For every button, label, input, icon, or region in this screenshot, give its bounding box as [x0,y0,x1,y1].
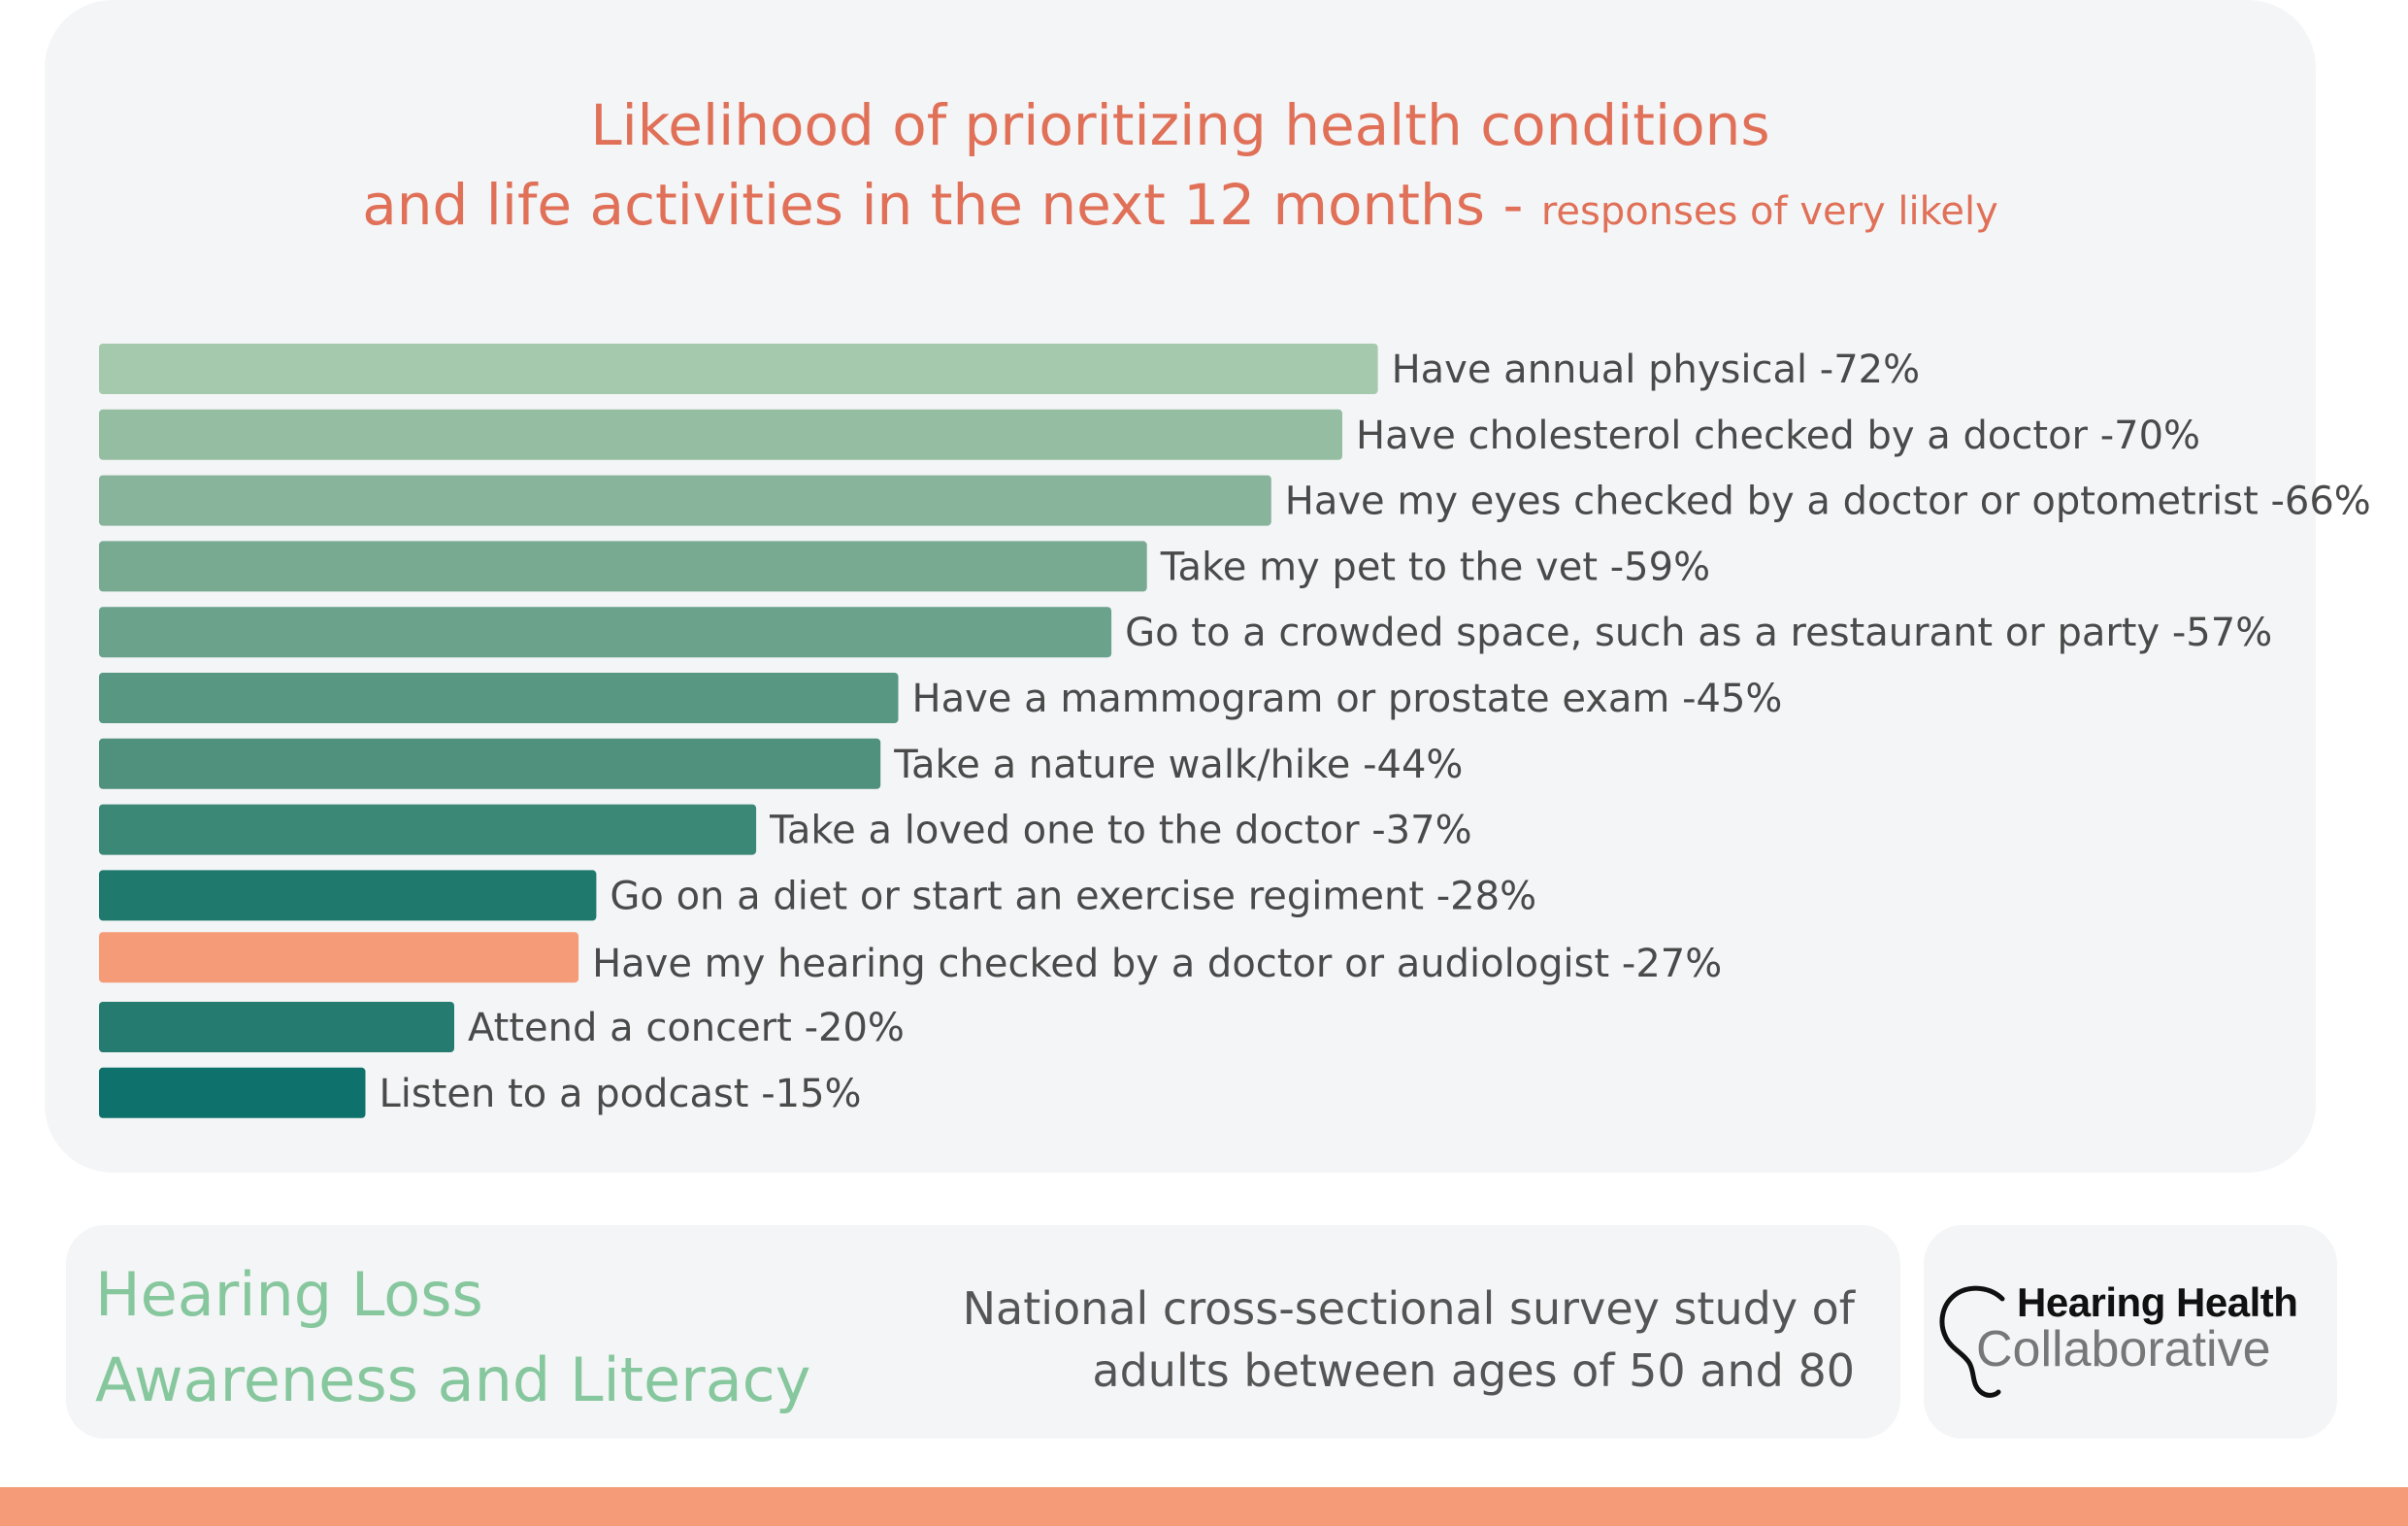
bar-label: Have annual physical -72% [1392,348,1921,392]
bar-label: Take a loved one to the doctor -37% [769,809,1471,853]
ear-logo-icon [1939,1285,2005,1398]
bottom-accent-band [0,1487,2408,1526]
topic-title: Hearing Loss Awareness and Literacy [95,1252,810,1423]
bar-label: Take a nature walk/hike -44% [893,743,1463,787]
bar [99,1067,366,1118]
bar [99,409,1342,460]
bar [99,607,1112,658]
chart-title: Likelihood of prioritizing health condit… [45,85,2316,251]
footer-info-card [66,1225,1900,1439]
logo-text-line1: Hearing Health [2017,1279,2298,1325]
chart-title-line1: Likelihood of prioritizing health condit… [590,92,1770,158]
bar [99,804,757,855]
chart-subtitle: responses of very likely [1540,189,1998,234]
bar-label: Go to a crowded space, such as a restaur… [1125,611,2272,655]
bar-label: Have my eyes checked by a doctor or opto… [1285,480,2371,524]
bar [99,932,579,983]
topic-title-line2: Awareness and Literacy [95,1344,811,1415]
bar-label: Have my hearing checked by a doctor or a… [592,942,1722,986]
bar-label: Listen to a podcast -15% [379,1072,862,1116]
topic-title-line1: Hearing Loss [95,1259,483,1330]
bar-label: Attend a concert -20% [468,1006,905,1050]
study-description-line1: National cross-sectional survey study of [962,1282,1855,1335]
chart-title-line2: and life activities in the next 12 month… [362,172,1524,238]
bar [99,738,881,789]
bar-label: Have cholesterol checked by a doctor -70… [1356,414,2200,458]
bar [99,1002,454,1052]
footer-logo-card [1924,1225,2337,1439]
bar [99,673,899,723]
bar [99,870,597,921]
study-description: National cross-sectional survey study of… [963,1277,1855,1402]
logo-text-line2: Collaborative [1976,1321,2271,1377]
bar-label: Take my pet to the vet -59% [1160,545,1710,589]
bar [99,344,1378,394]
bar-label: Have a mammogram or prostate exam -45% [912,677,1783,721]
bar [99,475,1271,526]
bar-label: Go on a diet or start an exercise regime… [610,874,1536,918]
bar [99,541,1147,592]
study-description-line2: adults between ages of 50 and 80 [1092,1344,1855,1397]
